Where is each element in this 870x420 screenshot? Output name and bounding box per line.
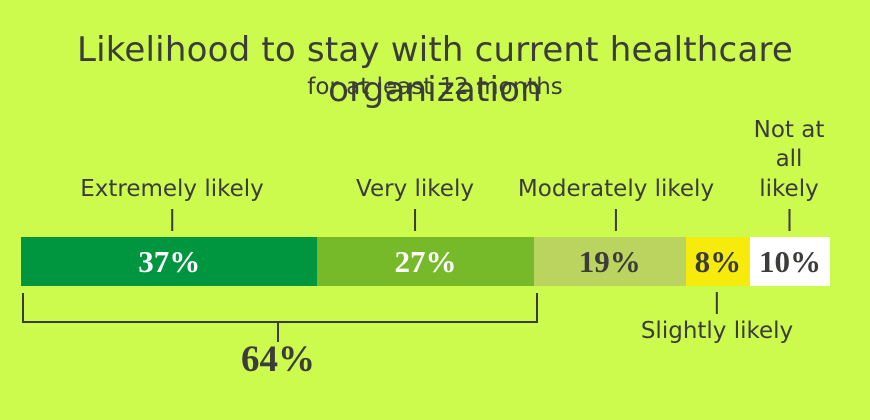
- tick-line: [788, 209, 790, 231]
- tick-line: [413, 209, 416, 231]
- combined-bracket: [22, 293, 538, 323]
- segment-value: 37%: [138, 243, 201, 279]
- segment-label-very-likely: Very likely: [356, 175, 474, 231]
- tick-line: [614, 209, 617, 231]
- bar-segment-slightly-likely: 8%: [685, 237, 750, 286]
- segment-value: 19%: [578, 243, 641, 279]
- segment-label-text: Very likely: [356, 175, 474, 202]
- stacked-bar: 37% 27% 19% 8% 10%: [21, 237, 830, 286]
- segment-value: 10%: [758, 243, 821, 279]
- tick-line: [715, 292, 718, 314]
- segment-label-moderately-likely: Moderately likely: [518, 175, 714, 231]
- segment-label-text: Not at all likely: [753, 116, 825, 202]
- bar-segment-extremely-likely: 37%: [21, 237, 318, 286]
- segment-label-slightly-likely: Slightly likely: [641, 292, 793, 344]
- bar-segment-moderately-likely: 19%: [533, 237, 686, 286]
- chart-title: Likelihood to stay with current healthca…: [76, 30, 794, 110]
- segment-value: 8%: [694, 243, 742, 279]
- bar-segment-not-at-all-likely: 10%: [749, 237, 830, 286]
- chart-subtitle: for at least 12 months: [307, 74, 563, 100]
- combined-total-label: 64%: [241, 339, 315, 380]
- segment-label-text: Moderately likely: [517, 175, 715, 202]
- segment-label-not-at-all-likely: Not at all likely: [749, 116, 830, 231]
- segment-label-extremely-likely: Extremely likely: [80, 175, 264, 231]
- bar-segment-very-likely: 27%: [317, 237, 534, 286]
- tick-line: [171, 209, 173, 231]
- bracket-stem: [277, 322, 279, 342]
- segment-label-text: Extremely likely: [80, 175, 264, 202]
- segment-value: 27%: [394, 243, 457, 279]
- segment-label-text: Slightly likely: [640, 318, 794, 344]
